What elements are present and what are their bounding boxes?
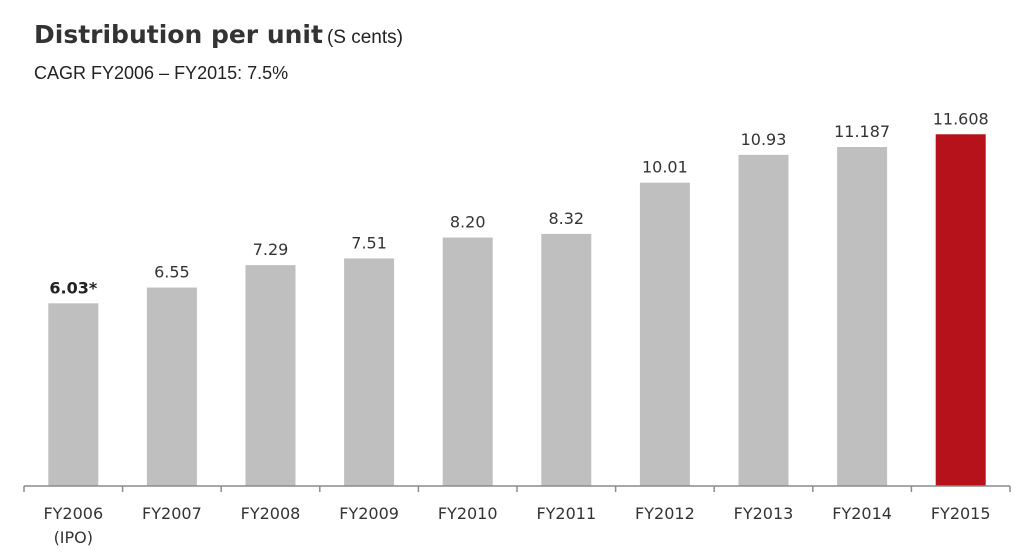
bar-5 (541, 233, 592, 486)
bar-6 (639, 182, 690, 486)
x-tick-label-3: FY2009 (339, 504, 399, 523)
chart-subtitle: CAGR FY2006 – FY2015: 7.5% (34, 63, 289, 83)
bars-group (48, 134, 986, 487)
x-axis-ticks-group (23, 486, 1011, 492)
bar-9 (935, 134, 986, 487)
value-label-6: 10.01 (642, 158, 688, 177)
x-tick-label-2: FY2008 (241, 504, 301, 523)
value-label-1: 6.55 (154, 263, 190, 282)
bar-3 (344, 258, 395, 486)
x-tick-label-6: FY2012 (635, 504, 695, 523)
value-label-8: 11.187 (834, 122, 890, 141)
bar-0 (48, 303, 99, 486)
value-label-9: 11.608 (933, 109, 989, 128)
x-tick-label-4: FY2010 (438, 504, 498, 523)
bar-7 (738, 154, 789, 487)
value-label-5: 8.32 (548, 209, 584, 228)
value-label-0: 6.03* (49, 278, 97, 297)
bar-1 (146, 287, 197, 486)
chart-title-unit: (S cents) (326, 27, 403, 48)
chart-title: Distribution per unit (S cents) (34, 20, 403, 49)
x-tick-label-0: FY2006 (IPO) (43, 504, 103, 547)
bar-8 (837, 147, 888, 486)
value-label-3: 7.51 (351, 233, 387, 252)
value-label-7: 10.93 (741, 130, 787, 149)
x-tick-label-1: FY2007 (142, 504, 202, 523)
x-axis-labels-group: FY2006 (IPO) FY2007 FY2008 FY2009 FY2010 FY201… (43, 504, 990, 547)
bar-4 (442, 237, 493, 486)
x-tick-label-8: FY2014 (832, 504, 892, 523)
value-label-2: 7.29 (253, 240, 289, 259)
chart-title-main: Distribution per unit (34, 20, 323, 49)
bar-2 (245, 265, 296, 486)
x-tick-label-7: FY2013 (734, 504, 794, 523)
value-label-4: 8.20 (450, 213, 486, 232)
x-tick-label-5: FY2011 (536, 504, 596, 523)
value-labels-group: 6.03* 6.55 7.29 7.51 8.20 8.32 10.01 10.93 11.18… (49, 109, 988, 297)
x-tick-label-9: FY2015 (931, 504, 991, 523)
